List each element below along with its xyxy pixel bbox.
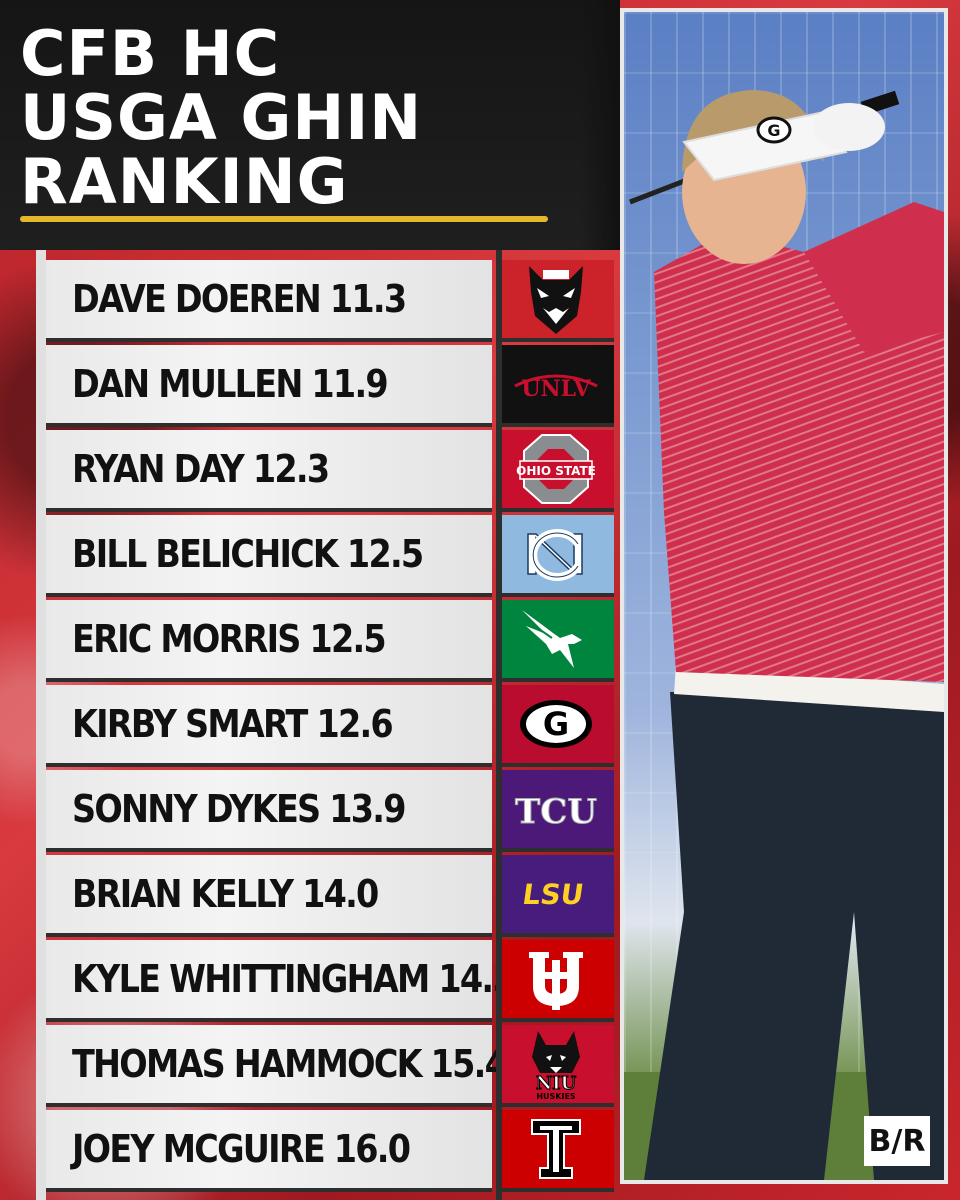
coach-name: KIRBY SMART 12.6 xyxy=(72,702,394,746)
ranking-row: BRIAN KELLY 14.0 LSU xyxy=(36,855,620,937)
unlv-logo-icon: UNLV xyxy=(514,374,598,402)
ranking-row: SONNY DYKES 13.9 TCU xyxy=(36,770,620,852)
svg-text:HUSKIES: HUSKIES xyxy=(536,1092,576,1101)
ohio-state-block-o-icon: OHIO STATE xyxy=(516,434,596,504)
ranking-row: JOEY MCGUIRE 16.0 xyxy=(36,1110,620,1192)
team-logo xyxy=(498,260,614,342)
team-logo: UNLV xyxy=(498,345,614,427)
coach-name: THOMAS HAMMOCK 15.4 xyxy=(72,1042,508,1086)
title-underline xyxy=(20,216,548,222)
svg-text:TCU: TCU xyxy=(515,792,597,831)
svg-text:NIU: NIU xyxy=(536,1073,577,1094)
unc-nc-icon xyxy=(527,529,583,581)
svg-text:OHIO STATE: OHIO STATE xyxy=(516,464,596,478)
coach-name: SONNY DYKES 13.9 xyxy=(72,787,406,831)
team-logo: LSU xyxy=(498,855,614,937)
ranking-row: ERIC MORRIS 12.5 xyxy=(36,600,620,682)
team-logo: G xyxy=(498,685,614,767)
georgia-g-icon: G xyxy=(520,700,592,748)
lsu-logo-icon: LSU xyxy=(520,878,585,911)
north-texas-eagle-icon xyxy=(522,609,582,668)
ranking-list: DAVE DOEREN 11.3 DAN MULLEN 11.9 UNLV RY… xyxy=(36,250,620,1200)
team-logo xyxy=(498,940,614,1022)
ranking-row: DAN MULLEN 11.9 UNLV xyxy=(36,345,620,427)
header: CFB HC USGA GHIN RANKING xyxy=(0,0,620,250)
nc-state-wolf-icon xyxy=(529,266,583,334)
tcu-logo-icon: TCU xyxy=(514,792,597,832)
golfer-illustration: G xyxy=(624,90,944,1180)
column-separator xyxy=(496,250,502,1200)
team-logo xyxy=(498,600,614,682)
page-title: CFB HC USGA GHIN RANKING xyxy=(20,22,422,214)
title-line-1: CFB HC xyxy=(20,17,281,90)
bleacher-report-logo: B/R xyxy=(864,1116,930,1166)
coach-name: DAN MULLEN 11.9 xyxy=(72,362,389,406)
team-logo: NIU HUSKIES xyxy=(498,1025,614,1107)
coach-name: JOEY MCGUIRE 16.0 xyxy=(72,1127,411,1171)
coach-photo: G B/R xyxy=(620,8,948,1184)
svg-text:UNLV: UNLV xyxy=(521,376,591,402)
texas-tech-double-t-icon xyxy=(531,1119,581,1179)
coach-name: BRIAN KELLY 14.0 xyxy=(72,872,379,916)
ranking-row: THOMAS HAMMOCK 15.4 NIU HUSKIES xyxy=(36,1025,620,1107)
svg-text:G: G xyxy=(543,705,569,743)
list-left-bar xyxy=(36,250,46,1200)
ranking-row: KIRBY SMART 12.6 G xyxy=(36,685,620,767)
team-logo: OHIO STATE xyxy=(498,430,614,512)
coach-name: BILL BELICHICK 12.5 xyxy=(72,532,424,576)
niu-huskies-icon: NIU HUSKIES xyxy=(532,1031,580,1101)
team-logo xyxy=(498,515,614,597)
title-line-2: USGA GHIN xyxy=(20,81,423,154)
coach-name: DAVE DOEREN 11.3 xyxy=(72,277,407,321)
cap-logo: G xyxy=(767,121,780,140)
coach-name: KYLE WHITTINGHAM 14.5 xyxy=(72,957,516,1001)
ranking-row: BILL BELICHICK 12.5 xyxy=(36,515,620,597)
utah-u-icon xyxy=(529,952,583,1010)
ranking-row: RYAN DAY 12.3 OHIO STATE xyxy=(36,430,620,512)
coach-name: RYAN DAY 12.3 xyxy=(72,447,330,491)
ranking-row: KYLE WHITTINGHAM 14.5 xyxy=(36,940,620,1022)
svg-text:LSU: LSU xyxy=(520,878,585,911)
team-logo: TCU xyxy=(498,770,614,852)
coach-name: ERIC MORRIS 12.5 xyxy=(72,617,387,661)
team-logo xyxy=(498,1110,614,1192)
title-line-3: RANKING xyxy=(20,145,349,218)
ranking-row: DAVE DOEREN 11.3 xyxy=(36,260,620,342)
